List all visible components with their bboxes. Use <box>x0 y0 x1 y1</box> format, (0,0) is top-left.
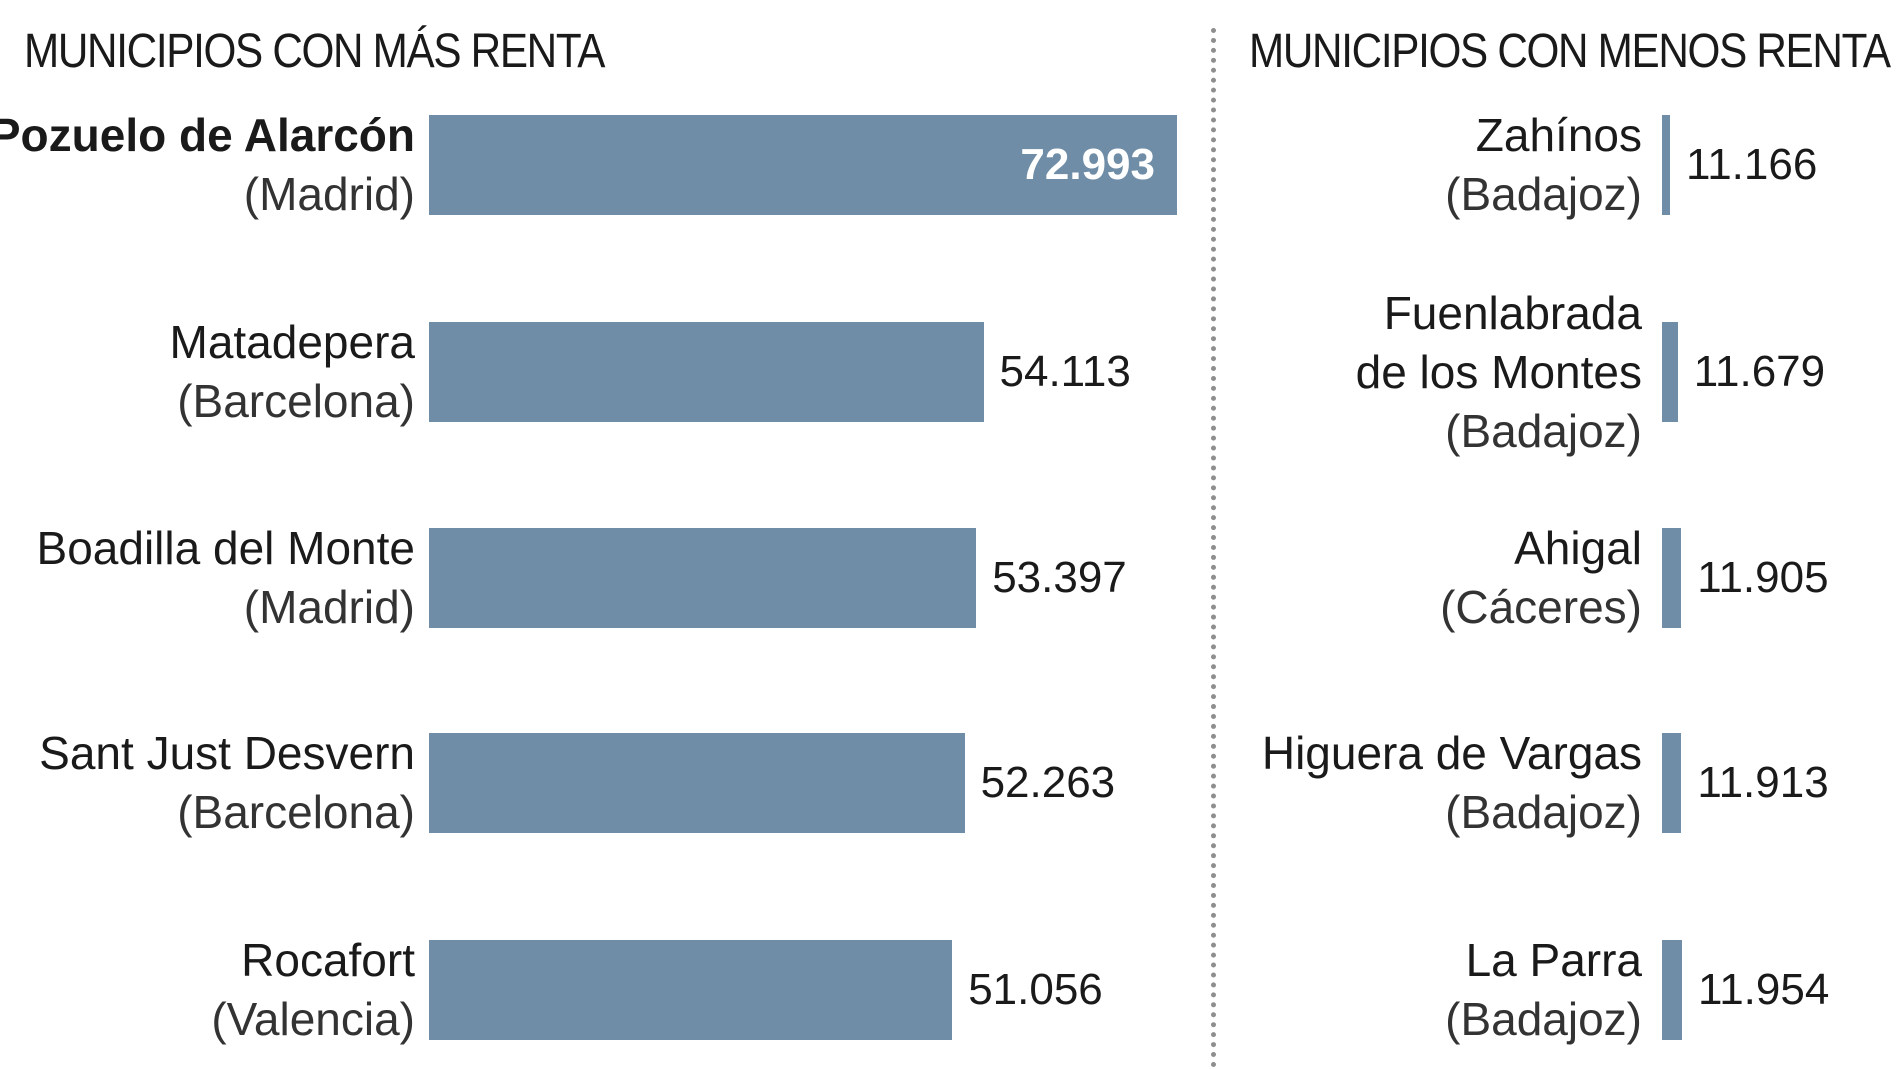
row-label: Sant Just Desvern (Barcelona) <box>39 724 415 842</box>
bar <box>429 115 1177 215</box>
municipality-name: Rocafort <box>241 934 415 986</box>
bar <box>1662 940 1682 1040</box>
municipality-name: Zahínos <box>1475 109 1642 161</box>
row-label: Matadepera (Barcelona) <box>170 313 416 431</box>
panel-divider <box>1211 28 1216 1068</box>
bar <box>429 528 977 628</box>
bar-value-label: 53.397 <box>992 553 1127 602</box>
row-label: Fuenlabrada de los Montes (Badajoz) <box>1356 284 1642 461</box>
row-label: La Parra (Badajoz) <box>1445 931 1642 1049</box>
province-name: (Madrid) <box>243 581 415 633</box>
bar <box>1662 528 1682 628</box>
chart-most-income: MUNICIPIOS CON MÁS RENTA Pozuelo de Alar… <box>0 25 1177 1049</box>
bar-value-label: 72.993 <box>1020 140 1155 189</box>
bar <box>429 733 965 833</box>
municipality-name: de los Montes <box>1355 345 1642 398</box>
bar-value-label: 11.679 <box>1693 347 1826 396</box>
bar-value-label: 11.954 <box>1698 965 1830 1014</box>
province-name: (Barcelona) <box>177 375 415 427</box>
municipality-name: Fuenlabrada <box>1383 286 1642 339</box>
bar-value-label: 11.166 <box>1686 140 1818 189</box>
row-label: Zahínos (Badajoz) <box>1445 106 1642 224</box>
province-name: (Badajoz) <box>1445 786 1642 838</box>
panel-title-least-income: MUNICIPIOS CON MENOS RENTA <box>1249 25 1891 78</box>
province-name: (Madrid) <box>243 168 415 220</box>
bar <box>1662 733 1682 833</box>
province-name: (Valencia) <box>211 993 415 1045</box>
row-label: Rocafort (Valencia) <box>211 931 415 1049</box>
bar <box>429 940 953 1040</box>
bar <box>1662 322 1678 422</box>
row-label: Boadilla del Monte (Madrid) <box>37 519 415 637</box>
panel-title-most-income: MUNICIPIOS CON MÁS RENTA <box>24 25 605 78</box>
province-name: (Badajoz) <box>1445 993 1642 1045</box>
province-name: (Cáceres) <box>1440 581 1642 633</box>
bar <box>429 322 984 422</box>
municipality-name: Sant Just Desvern <box>39 727 415 779</box>
municipality-name: Pozuelo de Alarcón <box>0 109 415 161</box>
bar-value-label: 54.113 <box>999 347 1131 396</box>
bar <box>1662 115 1670 215</box>
row-label: Higuera de Vargas (Badajoz) <box>1262 724 1642 842</box>
bar-value-label: 51.056 <box>968 965 1103 1014</box>
municipality-name: Ahigal <box>1514 522 1642 574</box>
row-label: Pozuelo de Alarcón (Madrid) <box>0 106 415 224</box>
municipality-name: Matadepera <box>169 316 416 368</box>
municipality-name: Boadilla del Monte <box>36 522 415 574</box>
chart-least-income: MUNICIPIOS CON MENOS RENTA Zahínos (Badaj… <box>1215 0 1900 1069</box>
municipality-name: La Parra <box>1465 934 1642 986</box>
province-name: (Badajoz) <box>1445 404 1642 457</box>
bar-value-label: 11.905 <box>1697 553 1829 602</box>
province-name: (Barcelona) <box>177 786 415 838</box>
row-label: Ahigal (Cáceres) <box>1440 519 1642 637</box>
bar-value-label: 52.263 <box>980 758 1116 807</box>
bar-value-label: 11.913 <box>1697 758 1829 807</box>
municipality-name: Higuera de Vargas <box>1261 727 1642 779</box>
province-name: (Badajoz) <box>1445 168 1642 220</box>
